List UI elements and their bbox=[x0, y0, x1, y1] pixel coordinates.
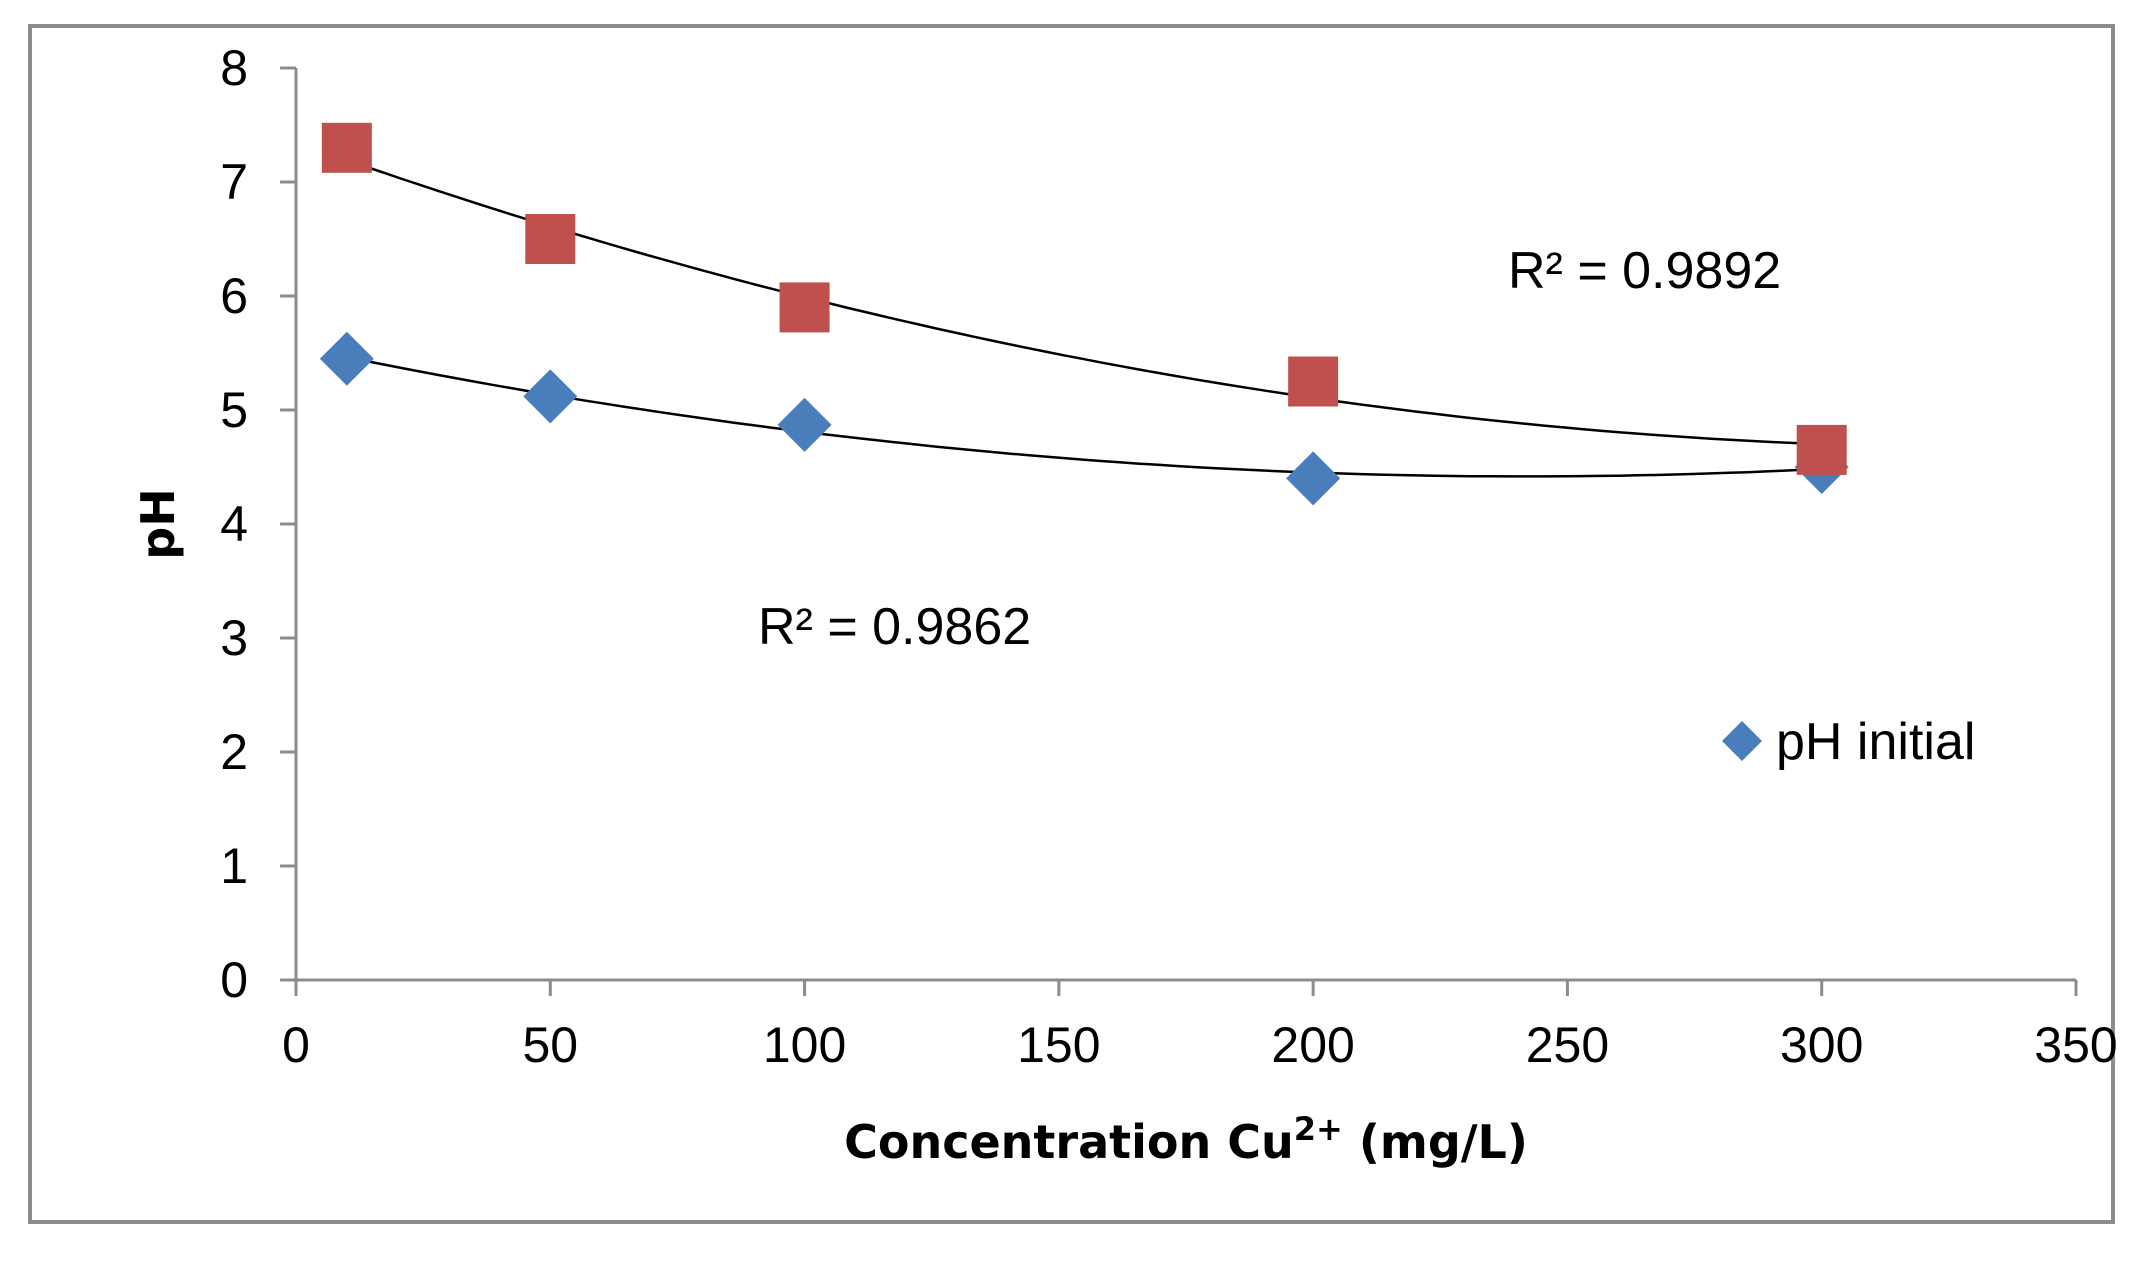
y-tick-label: 5 bbox=[220, 382, 248, 438]
r2-annotation-lower: R² = 0.9862 bbox=[758, 598, 1031, 656]
data-point-diamond bbox=[777, 397, 832, 452]
y-tick-label: 3 bbox=[220, 610, 248, 666]
y-tick-label: 0 bbox=[220, 952, 248, 1008]
legend-label: pH initial bbox=[1776, 713, 1975, 771]
chart-svg: 0 1 2 3 4 5 6 7 8 0 50 100 150 200 250 300 350 Concentrat… bbox=[131, 40, 2118, 1169]
data-point-square bbox=[779, 282, 830, 333]
trendlines bbox=[346, 158, 1822, 478]
y-tick-label: 7 bbox=[220, 154, 248, 210]
x-tick-label: 100 bbox=[763, 1017, 846, 1073]
x-tick-label: 250 bbox=[1526, 1017, 1609, 1073]
legend-marker-diamond bbox=[1722, 721, 1762, 761]
x-axis-title: Concentration Cu2+ (mg/L) bbox=[844, 1110, 1528, 1169]
data-point-diamond bbox=[1286, 451, 1341, 506]
x-tick-label: 350 bbox=[2034, 1017, 2117, 1073]
data-point-square bbox=[321, 122, 372, 173]
data-point-square bbox=[1288, 356, 1339, 407]
data-points bbox=[319, 122, 1849, 506]
data-point-diamond bbox=[523, 369, 578, 424]
x-tick-label: 50 bbox=[522, 1017, 578, 1073]
y-tick-label: 2 bbox=[220, 724, 248, 780]
x-tick-label: 0 bbox=[282, 1017, 310, 1073]
x-tick-label: 150 bbox=[1017, 1017, 1100, 1073]
chart-frame: 0 1 2 3 4 5 6 7 8 0 50 100 150 200 250 300 350 Concentrat… bbox=[28, 24, 2118, 1224]
data-point-diamond bbox=[319, 331, 374, 386]
y-tick-label: 1 bbox=[220, 838, 248, 894]
data-point-square bbox=[1796, 424, 1847, 475]
trendline-series-2 bbox=[346, 158, 1822, 446]
y-tick-label: 4 bbox=[220, 496, 248, 552]
chart-text: 0 1 2 3 4 5 6 7 8 0 50 100 150 200 250 300 350 Concentrat… bbox=[131, 40, 2118, 1169]
r2-annotation-upper: R² = 0.9892 bbox=[1508, 242, 1781, 300]
legend: pH initial bbox=[1722, 713, 1975, 771]
y-tick-label: 6 bbox=[220, 268, 248, 324]
trendline-series-1 bbox=[346, 355, 1822, 478]
x-tick-label: 300 bbox=[1780, 1017, 1863, 1073]
data-point-square bbox=[525, 214, 576, 264]
y-axis-title: pH bbox=[131, 488, 185, 559]
axes bbox=[280, 66, 2078, 996]
y-tick-label: 8 bbox=[220, 40, 248, 96]
x-tick-label: 200 bbox=[1271, 1017, 1354, 1073]
